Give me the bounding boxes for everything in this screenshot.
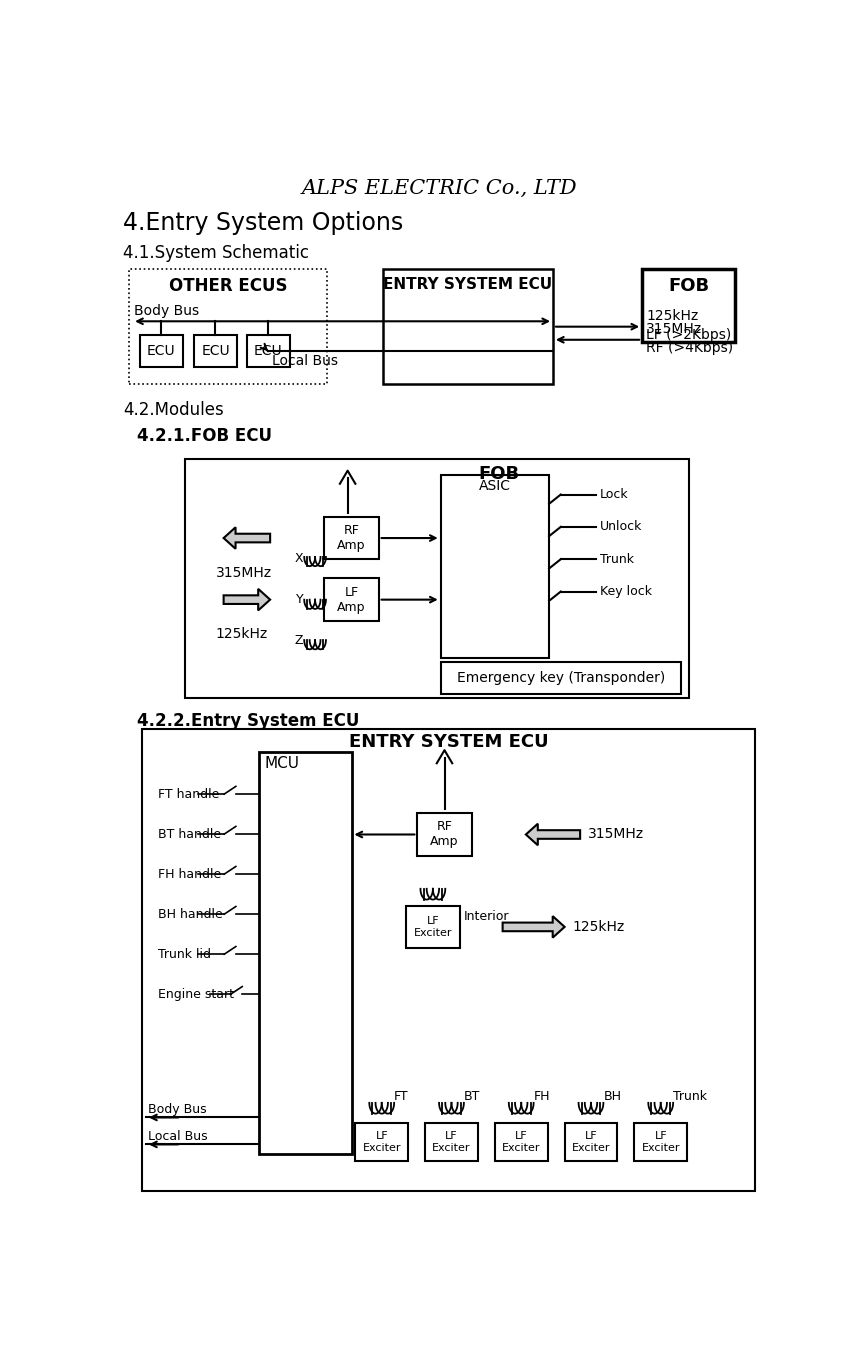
Text: RF
Amp: RF Amp	[430, 820, 459, 849]
Text: 125kHz: 125kHz	[216, 628, 268, 642]
Bar	[495, 1122, 547, 1162]
Text: Body Bus: Body Bus	[134, 304, 198, 319]
Text: RF
Amp: RF Amp	[338, 524, 366, 552]
Bar	[564, 1122, 618, 1162]
Text: Lock: Lock	[600, 488, 628, 501]
Text: BT handle: BT handle	[158, 828, 221, 840]
Bar	[441, 662, 681, 695]
Text: LF
Amp: LF Amp	[338, 586, 366, 614]
Bar	[356, 1122, 408, 1162]
Bar	[441, 474, 549, 658]
Text: 4.Entry System Options: 4.Entry System Options	[123, 211, 403, 236]
Bar	[194, 335, 237, 368]
Text: FH: FH	[533, 1090, 550, 1103]
Text: 125kHz: 125kHz	[572, 919, 624, 934]
Text: 4.2.2.Entry System ECU: 4.2.2.Entry System ECU	[137, 712, 359, 730]
Text: Local Bus: Local Bus	[272, 354, 338, 368]
Text: 4.1.System Schematic: 4.1.System Schematic	[123, 244, 309, 262]
Text: LF
Exciter: LF Exciter	[642, 1132, 680, 1152]
Bar	[405, 906, 460, 948]
Text: Z: Z	[295, 633, 303, 647]
Text: Trunk lid: Trunk lid	[158, 948, 210, 960]
Text: ECU: ECU	[147, 345, 175, 358]
Text: OTHER ECUS: OTHER ECUS	[168, 276, 287, 294]
Text: RF (>4Kbps): RF (>4Kbps)	[646, 342, 733, 355]
Text: FH handle: FH handle	[158, 868, 221, 881]
Text: BH handle: BH handle	[158, 907, 222, 921]
Text: X: X	[295, 552, 303, 565]
Text: 125kHz: 125kHz	[646, 309, 698, 323]
Text: Emergency key (Transponder): Emergency key (Transponder)	[457, 671, 665, 685]
Bar	[140, 335, 183, 368]
Bar	[643, 268, 735, 342]
Bar	[185, 459, 689, 697]
Text: FT: FT	[394, 1090, 409, 1103]
Bar	[635, 1122, 687, 1162]
Text: MCU: MCU	[265, 756, 300, 771]
Text: 315MHz: 315MHz	[646, 321, 702, 336]
Bar	[247, 335, 289, 368]
Bar	[129, 268, 326, 384]
Text: ECU: ECU	[201, 345, 230, 358]
Text: LF (>2Kbps): LF (>2Kbps)	[646, 328, 731, 342]
Text: FOB: FOB	[478, 466, 520, 484]
Text: LF
Exciter: LF Exciter	[572, 1132, 610, 1152]
Polygon shape	[223, 527, 270, 549]
Bar	[417, 813, 472, 855]
Text: Y: Y	[295, 592, 303, 606]
Text: ALPS ELECTRIC Co., LTD: ALPS ELECTRIC Co., LTD	[302, 178, 577, 197]
Polygon shape	[503, 917, 564, 937]
Text: Engine start: Engine start	[158, 987, 234, 1001]
Text: Trunk: Trunk	[673, 1090, 707, 1103]
Bar	[382, 268, 553, 384]
Polygon shape	[223, 588, 270, 610]
Text: Body Bus: Body Bus	[149, 1103, 207, 1115]
Text: ECU: ECU	[254, 345, 283, 358]
Text: ENTRY SYSTEM ECU: ENTRY SYSTEM ECU	[349, 733, 548, 752]
Bar	[425, 1122, 478, 1162]
Text: 315MHz: 315MHz	[216, 565, 272, 580]
Bar	[325, 579, 379, 621]
Text: Interior: Interior	[464, 910, 509, 922]
Text: Unlock: Unlock	[600, 520, 642, 534]
Text: LF
Exciter: LF Exciter	[502, 1132, 540, 1152]
Bar	[143, 729, 754, 1190]
Bar	[325, 516, 379, 560]
Text: 315MHz: 315MHz	[588, 828, 644, 842]
Text: LF
Exciter: LF Exciter	[362, 1132, 401, 1152]
Text: BT: BT	[464, 1090, 480, 1103]
Text: Local Bus: Local Bus	[149, 1130, 208, 1143]
Text: Trunk: Trunk	[600, 553, 633, 565]
Text: BH: BH	[603, 1090, 621, 1103]
Text: Key lock: Key lock	[600, 586, 651, 598]
Text: ENTRY SYSTEM ECU: ENTRY SYSTEM ECU	[383, 276, 552, 291]
Polygon shape	[526, 824, 580, 846]
Text: ASIC: ASIC	[478, 479, 511, 493]
Bar	[259, 752, 351, 1154]
Text: FT handle: FT handle	[158, 787, 219, 801]
Text: LF
Exciter: LF Exciter	[432, 1132, 471, 1152]
Text: LF
Exciter: LF Exciter	[414, 917, 452, 937]
Text: FOB: FOB	[668, 276, 710, 294]
Text: 4.2.Modules: 4.2.Modules	[123, 402, 223, 419]
Text: 4.2.1.FOB ECU: 4.2.1.FOB ECU	[137, 426, 271, 445]
